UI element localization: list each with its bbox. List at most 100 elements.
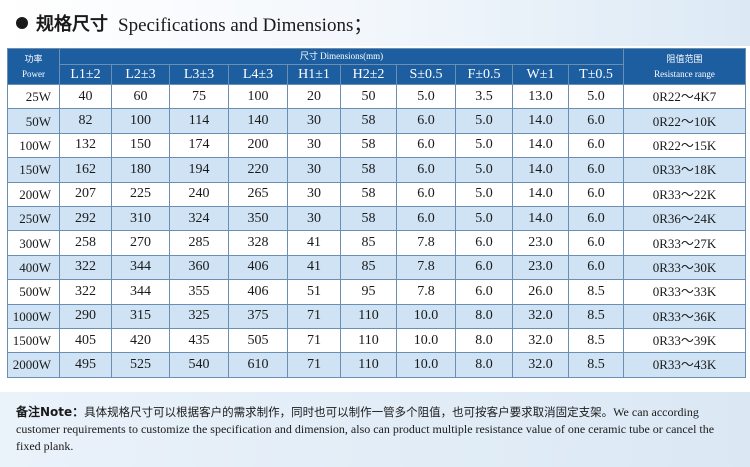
dimension-cell: 6.0 bbox=[567, 108, 625, 134]
dimension-cell: 6.0 bbox=[567, 230, 625, 256]
dimension-cell: 315 bbox=[111, 303, 170, 329]
dimension-cell: 6.0 bbox=[567, 132, 625, 159]
dimension-cell: 58 bbox=[340, 132, 397, 159]
column-header: H1±1 bbox=[287, 64, 341, 85]
dimension-cell: 10.0 bbox=[396, 327, 456, 354]
dimension-cell: 355 bbox=[169, 279, 229, 305]
dimension-cell: 6.0 bbox=[396, 157, 456, 183]
resistance-range-cell: 0R22～10K bbox=[623, 108, 747, 134]
dimension-cell: 5.0 bbox=[455, 132, 513, 159]
dimension-cell: 5.0 bbox=[396, 83, 456, 110]
dimension-cell: 32.0 bbox=[512, 327, 569, 354]
table-row: 150W 162 180 194 220 30 58 6.0 5.0 14.0 6.0 0R33～18… bbox=[7, 157, 747, 183]
resistance-range-cell: 0R36～24K bbox=[623, 205, 747, 232]
dimension-cell: 344 bbox=[111, 254, 170, 281]
dimension-cell: 435 bbox=[169, 327, 229, 354]
dimension-cell: 258 bbox=[59, 230, 112, 256]
section-title-cn: 规格尺寸 bbox=[36, 14, 108, 35]
column-header: T±0.5 bbox=[567, 64, 625, 85]
table-row: 1500W 405 420 435 505 71 110 10.0 8.0 32.0 8.5 0R33… bbox=[7, 327, 747, 354]
dimension-cell: 13.0 bbox=[512, 83, 569, 110]
specifications-table: 功率 Power 尺寸 Dimensions(mm) 阻值范围 Resistan… bbox=[7, 48, 747, 378]
dimension-cell: 6.0 bbox=[455, 230, 513, 256]
dimension-cell: 290 bbox=[59, 303, 112, 329]
power-cell: 1500W bbox=[7, 327, 60, 354]
resistance-range-cell: 0R33～22K bbox=[623, 181, 747, 207]
dimension-cell: 310 bbox=[111, 205, 170, 232]
dimension-cell: 30 bbox=[287, 157, 341, 183]
note-section: 备注Note：具体规格尺寸可以根据客户的需求制作，同时也可以制作一管多个阻值，也… bbox=[0, 392, 750, 467]
dimension-cell: 322 bbox=[59, 254, 112, 281]
power-cell: 300W bbox=[7, 230, 60, 256]
table-row: 25W 40 60 75 100 20 50 5.0 3.5 13.0 5.0 0R22～4K7 bbox=[7, 83, 747, 110]
dimension-cell: 6.0 bbox=[396, 205, 456, 232]
dimension-cell: 540 bbox=[169, 352, 229, 378]
dimension-cell: 10.0 bbox=[396, 352, 456, 378]
dimension-cell: 30 bbox=[287, 108, 341, 134]
power-cell: 1000W bbox=[7, 303, 60, 329]
dimension-cell: 375 bbox=[228, 303, 288, 329]
dimension-cell: 14.0 bbox=[512, 181, 569, 207]
power-cell: 400W bbox=[7, 254, 60, 281]
dimension-cell: 405 bbox=[59, 327, 112, 354]
dimension-cell: 207 bbox=[59, 181, 112, 207]
dimension-cell: 360 bbox=[169, 254, 229, 281]
dimension-cell: 132 bbox=[59, 132, 112, 159]
dimension-cell: 32.0 bbox=[512, 303, 569, 329]
dimension-cell: 495 bbox=[59, 352, 112, 378]
dimension-cell: 6.0 bbox=[567, 205, 625, 232]
dimension-cell: 75 bbox=[169, 83, 229, 110]
power-cell: 250W bbox=[7, 205, 60, 232]
dimension-cell: 5.0 bbox=[455, 108, 513, 134]
dimension-cell: 505 bbox=[228, 327, 288, 354]
column-header: L1±2 bbox=[59, 64, 112, 85]
dimension-cell: 6.0 bbox=[567, 181, 625, 207]
dimension-cell: 26.0 bbox=[512, 279, 569, 305]
dimension-cell: 194 bbox=[169, 157, 229, 183]
dimension-cell: 41 bbox=[287, 230, 341, 256]
dimension-cell: 14.0 bbox=[512, 132, 569, 159]
dimension-cell: 110 bbox=[340, 303, 397, 329]
dimension-cell: 6.0 bbox=[455, 254, 513, 281]
dimension-cell: 71 bbox=[287, 327, 341, 354]
resistance-range-cell: 0R33～27K bbox=[623, 230, 747, 256]
dimension-cell: 14.0 bbox=[512, 108, 569, 134]
dimension-cell: 610 bbox=[228, 352, 288, 378]
dimension-cell: 8.0 bbox=[455, 352, 513, 378]
dimension-cell: 8.5 bbox=[567, 327, 625, 354]
note-text-cn: 具体规格尺寸可以根据客户的需求制作，同时也可以制作一管多个阻值，也可按客户要求取… bbox=[84, 405, 614, 419]
dimension-cell: 344 bbox=[111, 279, 170, 305]
dimension-cell: 174 bbox=[169, 132, 229, 159]
dimension-cell: 20 bbox=[287, 83, 341, 110]
column-header: S±0.5 bbox=[396, 64, 456, 85]
dimension-cell: 6.0 bbox=[455, 279, 513, 305]
dimension-cell: 110 bbox=[340, 327, 397, 354]
resistance-range-cell: 0R33～39K bbox=[623, 327, 747, 354]
power-cell: 100W bbox=[7, 132, 60, 159]
dimension-cell: 58 bbox=[340, 181, 397, 207]
dimension-cell: 5.0 bbox=[455, 181, 513, 207]
dimension-cell: 5.0 bbox=[455, 157, 513, 183]
resistance-range-header: 阻值范围 Resistance range bbox=[623, 48, 747, 85]
dimension-cell: 23.0 bbox=[512, 230, 569, 256]
dimension-cell: 140 bbox=[228, 108, 288, 134]
column-header: F±0.5 bbox=[455, 64, 513, 85]
dimension-cell: 41 bbox=[287, 254, 341, 281]
dimensions-header: 尺寸 Dimensions(mm) bbox=[58, 48, 625, 65]
table-row: 100W 132 150 174 200 30 58 6.0 5.0 14.0 6.0 0R22～15… bbox=[7, 132, 747, 159]
dimension-cell: 265 bbox=[228, 181, 288, 207]
dimension-cell: 8.0 bbox=[455, 327, 513, 354]
dimension-cell: 85 bbox=[340, 230, 397, 256]
dimension-cell: 30 bbox=[287, 181, 341, 207]
dimension-cell: 162 bbox=[59, 157, 112, 183]
table-row: 400W 322 344 360 406 41 85 7.8 6.0 23.0 6.0 0R33～30… bbox=[7, 254, 747, 281]
dimension-cell: 200 bbox=[228, 132, 288, 159]
dimension-cell: 32.0 bbox=[512, 352, 569, 378]
dimension-cell: 100 bbox=[111, 108, 170, 134]
power-cell: 200W bbox=[7, 181, 60, 207]
dimension-cell: 525 bbox=[111, 352, 170, 378]
resistance-range-cell: 0R22～15K bbox=[623, 132, 747, 159]
dimension-cell: 3.5 bbox=[455, 83, 513, 110]
power-cell: 25W bbox=[7, 83, 60, 110]
dimension-cell: 71 bbox=[287, 303, 341, 329]
